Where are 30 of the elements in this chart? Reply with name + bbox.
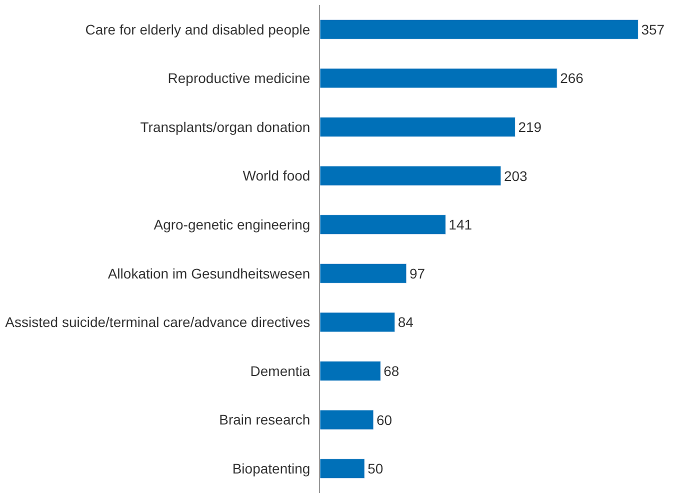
bar [320, 166, 502, 186]
data-label: 141 [448, 216, 472, 233]
y-tick-label: Care for elderly and disabled people [85, 21, 310, 38]
y-tick-label: Transplants/organ donation [140, 118, 310, 135]
y-tick-label: Reproductive medicine [168, 70, 310, 86]
bar [320, 263, 407, 284]
data-label: 84 [398, 314, 414, 330]
data-label: 60 [376, 412, 392, 428]
data-label: 50 [368, 460, 384, 477]
data-label: 357 [641, 21, 665, 38]
data-label: 266 [560, 70, 584, 86]
bar [320, 68, 558, 88]
y-tick-label: Assisted suicide/terminal care/advance directives [5, 314, 310, 330]
y-tick-label: World food [242, 168, 310, 184]
bar [320, 19, 638, 40]
data-label: 219 [518, 119, 542, 135]
y-tick-label: Dementia [250, 362, 310, 379]
y-tick-label: Agro-genetic engineering [154, 216, 310, 232]
bar [320, 214, 446, 235]
bar [320, 458, 365, 479]
y-tick-label: Brain research [219, 412, 310, 428]
data-label: 97 [409, 265, 426, 282]
data-label: 203 [504, 168, 528, 184]
data-label: 68 [384, 363, 400, 379]
bar [320, 410, 374, 430]
bar [320, 116, 516, 138]
bar [320, 360, 381, 382]
bar [320, 312, 396, 332]
y-tick-label: Allokation im Gesundheitswesen [108, 265, 310, 282]
y-tick-label: Biopatenting [232, 460, 310, 476]
